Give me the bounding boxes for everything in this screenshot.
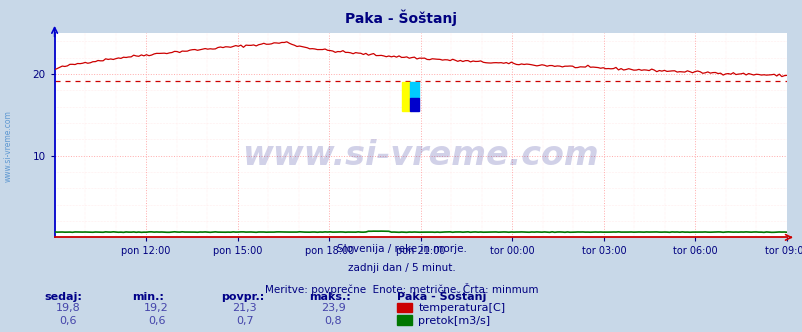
Text: sedaj:: sedaj: <box>44 292 82 302</box>
Text: Meritve: povprečne  Enote: metrične  Črta: minmum: Meritve: povprečne Enote: metrične Črta:… <box>265 283 537 294</box>
Text: 19,8: 19,8 <box>56 303 80 313</box>
Text: min.:: min.: <box>132 292 164 302</box>
Text: temperatura[C]: temperatura[C] <box>418 303 504 313</box>
Polygon shape <box>409 82 418 98</box>
Text: www.si-vreme.com: www.si-vreme.com <box>242 139 598 172</box>
Text: 23,9: 23,9 <box>321 303 345 313</box>
Polygon shape <box>409 98 418 111</box>
Text: Paka - Šoštanj: Paka - Šoštanj <box>397 290 486 302</box>
Text: povpr.:: povpr.: <box>221 292 264 302</box>
Polygon shape <box>402 82 411 111</box>
Text: 0,7: 0,7 <box>236 316 253 326</box>
Text: 0,8: 0,8 <box>324 316 342 326</box>
Text: maks.:: maks.: <box>309 292 350 302</box>
Text: 21,3: 21,3 <box>233 303 257 313</box>
Text: 19,2: 19,2 <box>144 303 168 313</box>
Text: pretok[m3/s]: pretok[m3/s] <box>418 316 490 326</box>
Text: www.si-vreme.com: www.si-vreme.com <box>3 110 13 182</box>
Text: Paka - Šoštanj: Paka - Šoštanj <box>345 9 457 26</box>
Text: zadnji dan / 5 minut.: zadnji dan / 5 minut. <box>347 263 455 273</box>
Text: Slovenija / reke in morje.: Slovenija / reke in morje. <box>336 244 466 254</box>
Text: 0,6: 0,6 <box>59 316 77 326</box>
Text: 0,6: 0,6 <box>148 316 165 326</box>
